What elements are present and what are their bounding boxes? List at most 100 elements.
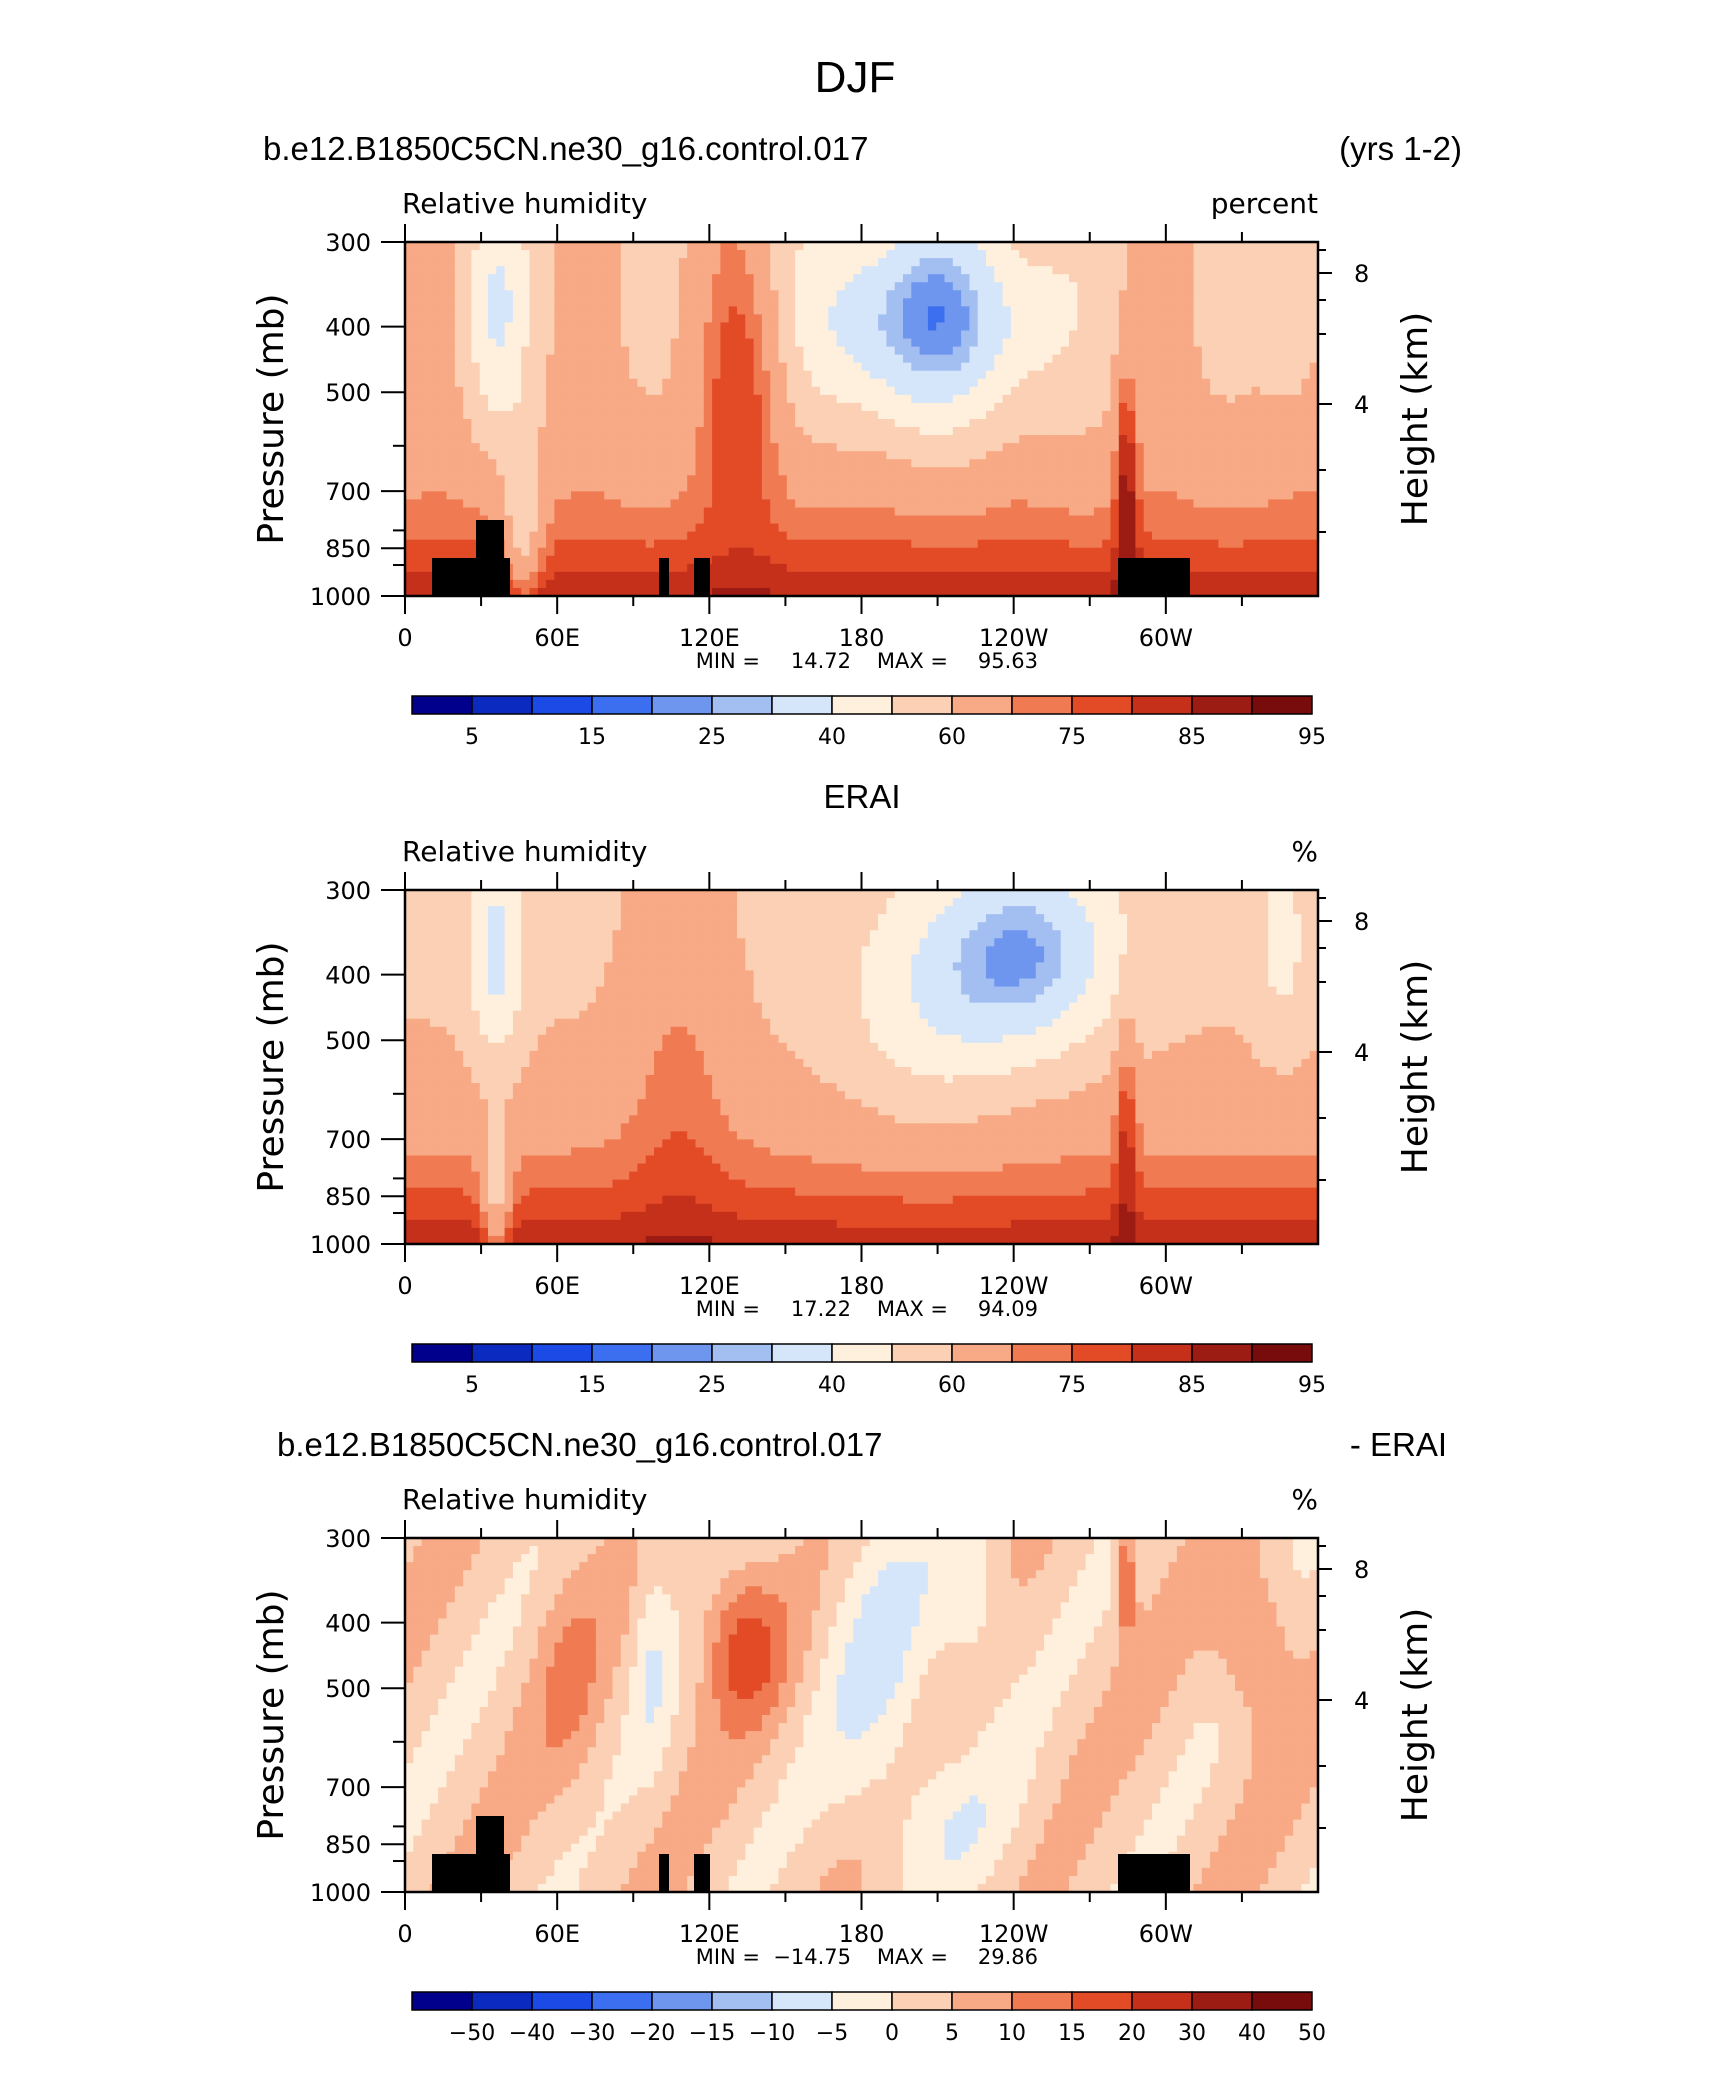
field-cell [1027, 370, 1037, 380]
field-cell [1102, 354, 1112, 364]
field-cell [886, 499, 896, 509]
field-cell [1243, 475, 1253, 484]
field-cell [1268, 523, 1278, 533]
field-cell [1085, 539, 1095, 549]
field-cell [936, 378, 946, 388]
field-cell [952, 346, 962, 356]
field-cell [1052, 298, 1062, 307]
field-cell [1201, 499, 1211, 509]
field-cell [803, 579, 813, 589]
field-cell [1118, 507, 1128, 517]
field-cell [720, 571, 730, 581]
field-cell [894, 451, 904, 460]
field-cell [454, 499, 464, 509]
field-cell [911, 435, 921, 444]
field-cell [654, 579, 663, 589]
field-cell [911, 531, 921, 541]
field-cell [1093, 451, 1103, 460]
field-cell [1218, 274, 1228, 283]
field-cell [1243, 370, 1253, 380]
field-cell [612, 378, 622, 388]
field-cell [604, 587, 614, 597]
field-cell [1027, 250, 1037, 259]
field-cell [1218, 402, 1228, 412]
field-cell [1301, 330, 1311, 340]
field-cell [1201, 258, 1211, 267]
field-cell [471, 282, 481, 291]
field-cell [1168, 515, 1178, 525]
y-axis-label: Pressure (mb) [251, 293, 292, 544]
field-cell [687, 306, 697, 316]
field-cell [1110, 531, 1120, 541]
field-cell [413, 467, 423, 476]
field-cell [844, 346, 854, 356]
field-cell [1284, 314, 1294, 324]
field-cell [687, 547, 697, 557]
field-cell [629, 427, 638, 436]
field-cell [446, 314, 456, 324]
field-cell [1085, 547, 1095, 557]
field-cell [761, 571, 771, 581]
field-cell [1093, 587, 1103, 597]
field-cell [994, 258, 1004, 267]
field-cell [986, 491, 995, 501]
field-cell [579, 266, 589, 275]
field-cell [1276, 483, 1286, 493]
field-cell [488, 306, 497, 316]
field-cell [1226, 571, 1236, 581]
field-cell [1069, 427, 1078, 436]
field-cell [861, 507, 871, 517]
field-cell [454, 507, 464, 517]
field-cell [720, 579, 730, 589]
field-cell [662, 330, 672, 340]
field-cell [903, 507, 912, 517]
field-cell [521, 539, 531, 549]
field-cell [1301, 402, 1311, 412]
field-cell [1044, 274, 1053, 283]
field-cell [1052, 531, 1062, 541]
field-cell [936, 266, 946, 275]
field-cell [811, 322, 821, 332]
field-cell [488, 402, 497, 412]
field-cell [587, 587, 597, 597]
field-cell [986, 282, 995, 291]
field-cell [1201, 354, 1211, 364]
field-cell [687, 475, 697, 484]
field-cell [737, 475, 746, 484]
field-cell [670, 571, 680, 581]
field-cell [1243, 290, 1253, 299]
field-cell [1093, 515, 1103, 525]
field-cell [936, 427, 946, 436]
field-cell [1102, 547, 1112, 557]
field-cell [479, 306, 489, 316]
field-cell [737, 435, 746, 444]
field-cell [969, 587, 979, 597]
field-cell [1284, 282, 1294, 291]
field-cell [994, 563, 1004, 573]
field-cell [662, 378, 672, 388]
field-cell [512, 531, 522, 541]
field-cell [454, 258, 464, 267]
field-cell [562, 346, 572, 356]
field-cell [537, 419, 547, 428]
field-cell [562, 499, 572, 509]
field-cell [629, 338, 638, 348]
field-cell [1110, 314, 1120, 324]
field-cell [986, 346, 995, 356]
field-cell [1268, 362, 1278, 372]
field-cell [919, 467, 929, 476]
field-cell [712, 459, 721, 468]
field-cell [1118, 451, 1128, 460]
field-cell [753, 354, 763, 364]
field-cell [612, 410, 622, 420]
field-cell [961, 427, 970, 436]
field-cell [1002, 467, 1012, 476]
field-cell [1044, 402, 1053, 412]
field-cell [961, 298, 970, 307]
field-cell [678, 306, 688, 316]
field-cell [903, 531, 912, 541]
field-cell [637, 346, 647, 356]
field-cell [1276, 443, 1286, 452]
field-cell [604, 282, 614, 291]
field-cell [720, 507, 730, 517]
